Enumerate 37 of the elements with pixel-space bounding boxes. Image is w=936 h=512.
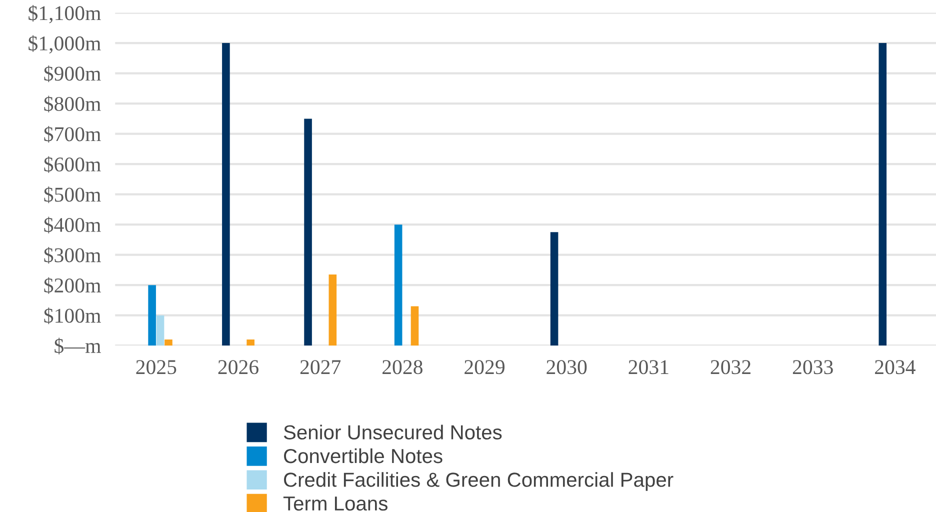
y-tick-label: $700m: [44, 126, 101, 143]
x-tick-label: 2026: [218, 360, 258, 374]
y-tick-label: $1,100m: [28, 4, 101, 24]
x-tick-label: 2032: [710, 360, 750, 374]
x-tick-label: 2031: [628, 360, 668, 374]
y-tick-label: $500m: [44, 186, 101, 204]
x-tick-label: 2027: [300, 360, 341, 374]
bar: [148, 285, 156, 346]
x-tick-label: 2025: [136, 360, 176, 374]
y-tick-label: $900m: [44, 65, 101, 82]
bar: [878, 43, 887, 346]
x-tick-label: 2030: [546, 360, 587, 374]
x-tick-label: 2028: [382, 360, 422, 374]
bar: [164, 340, 172, 346]
legend-label: Term Loans: [283, 496, 388, 511]
y-tick-label: $1,000m: [28, 35, 101, 54]
bar: [410, 306, 419, 346]
y-tick-label: $300m: [44, 246, 101, 264]
bar: [394, 224, 402, 346]
bar: [222, 43, 230, 346]
y-tick-label: $200m: [44, 277, 101, 294]
y-tick-label: $100m: [44, 307, 101, 324]
bar: [328, 274, 337, 346]
y-tick-label: $600m: [44, 156, 101, 173]
x-tick-label: 2034: [875, 360, 916, 374]
x-tick-label: 2029: [464, 360, 504, 374]
y-tick-label: $400m: [44, 216, 101, 234]
y-tick-label: $—m: [54, 338, 101, 354]
bar: [550, 232, 558, 346]
x-tick-label: 2033: [792, 360, 833, 374]
legend-label: Senior Unsecured Notes: [284, 424, 502, 440]
y-tick-label: $800m: [44, 96, 101, 112]
legend-label: Credit Facilities & Green Commercial Paper: [284, 472, 674, 491]
legend-label: Convertible Notes: [284, 448, 442, 464]
bar: [246, 340, 254, 346]
bar: [156, 315, 164, 346]
bar: [304, 118, 312, 346]
